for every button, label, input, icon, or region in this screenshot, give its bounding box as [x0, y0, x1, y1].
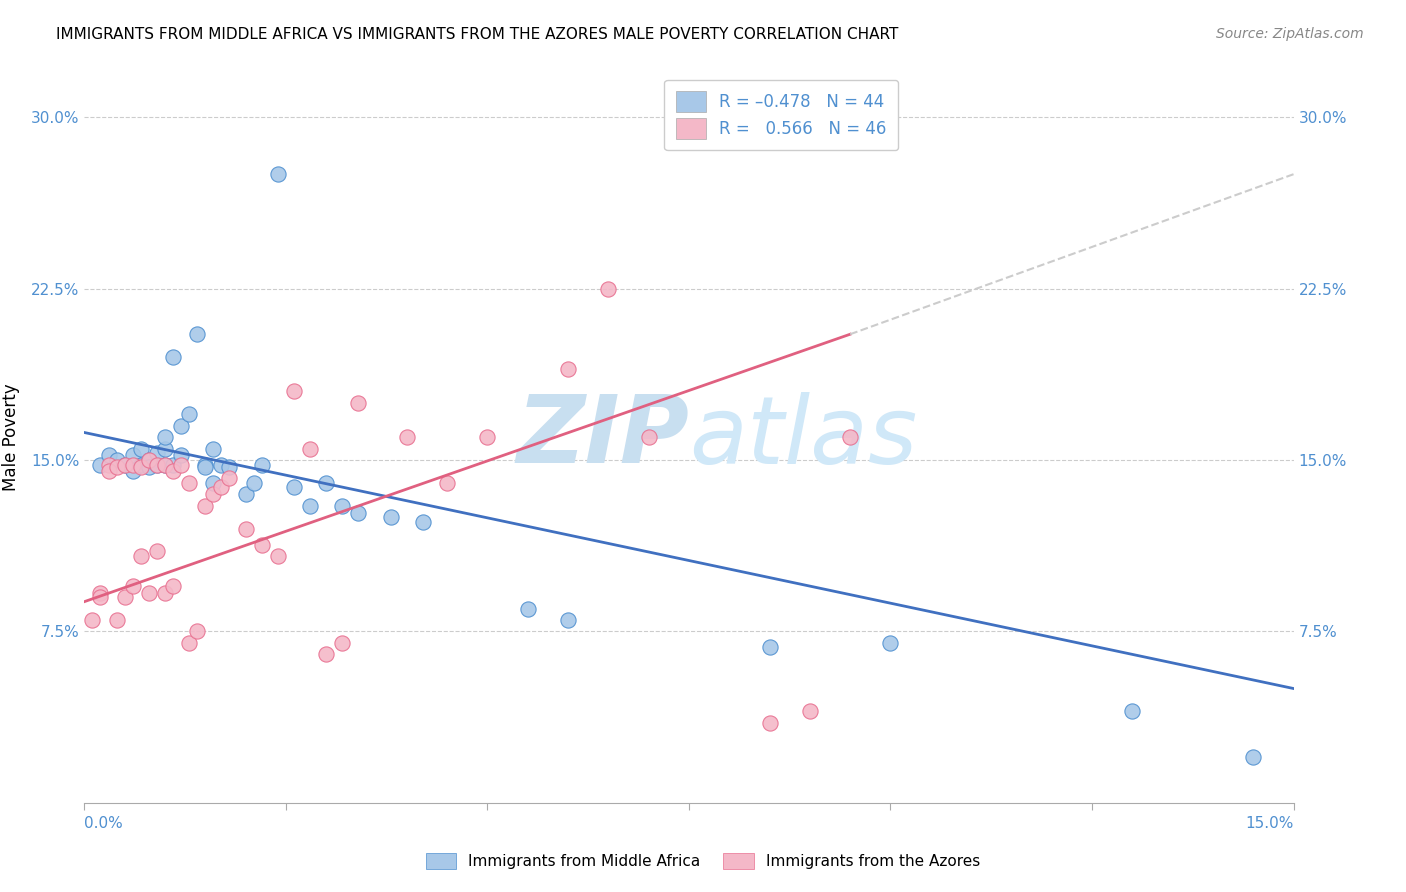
Point — [1241, 750, 1264, 764]
Point — [138, 585, 160, 599]
Point — [194, 459, 217, 474]
Text: Source: ZipAtlas.com: Source: ZipAtlas.com — [1216, 27, 1364, 41]
Point — [267, 167, 290, 181]
Point — [89, 458, 111, 472]
Point — [97, 464, 120, 478]
Text: IMMIGRANTS FROM MIDDLE AFRICA VS IMMIGRANTS FROM THE AZORES MALE POVERTY CORRELA: IMMIGRANTS FROM MIDDLE AFRICA VS IMMIGRA… — [56, 27, 898, 42]
Point — [330, 499, 353, 513]
Point — [129, 459, 152, 474]
Text: 15.0%: 15.0% — [1246, 816, 1294, 831]
Point — [146, 458, 169, 472]
Point — [395, 430, 418, 444]
Point — [121, 458, 143, 472]
Point — [186, 327, 208, 342]
Point — [209, 480, 232, 494]
Point — [162, 579, 184, 593]
Point — [380, 510, 402, 524]
Point — [347, 396, 370, 410]
Point — [202, 487, 225, 501]
Point — [82, 613, 104, 627]
Point — [129, 549, 152, 563]
Point — [315, 475, 337, 490]
Point — [283, 480, 305, 494]
Text: 0.0%: 0.0% — [84, 816, 124, 831]
Point — [129, 458, 152, 472]
Legend: R = –0.478   N = 44, R =   0.566   N = 46: R = –0.478 N = 44, R = 0.566 N = 46 — [664, 79, 898, 151]
Point — [839, 430, 862, 444]
Point — [170, 449, 193, 463]
Point — [267, 549, 290, 563]
Point — [138, 453, 160, 467]
Point — [209, 458, 232, 472]
Point — [557, 613, 579, 627]
Point — [89, 590, 111, 604]
Point — [299, 442, 322, 456]
Point — [153, 458, 176, 472]
Text: atlas: atlas — [689, 392, 917, 483]
Point — [1121, 705, 1143, 719]
Point — [97, 449, 120, 463]
Point — [162, 458, 184, 472]
Point — [436, 475, 458, 490]
Point — [105, 459, 128, 474]
Point — [250, 537, 273, 551]
Point — [114, 458, 136, 472]
Point — [153, 458, 176, 472]
Point — [121, 579, 143, 593]
Point — [250, 458, 273, 472]
Point — [179, 475, 201, 490]
Point — [557, 361, 579, 376]
Point — [114, 590, 136, 604]
Point — [477, 430, 499, 444]
Point — [138, 459, 160, 474]
Point — [218, 459, 240, 474]
Point — [202, 475, 225, 490]
Point — [758, 715, 780, 730]
Point — [186, 624, 208, 639]
Point — [121, 464, 143, 478]
Point — [879, 636, 901, 650]
Point — [347, 506, 370, 520]
Point — [637, 430, 659, 444]
Point — [170, 458, 193, 472]
Point — [412, 515, 434, 529]
Point — [153, 430, 176, 444]
Point — [758, 640, 780, 655]
Point — [330, 636, 353, 650]
Point — [283, 384, 305, 399]
Point — [146, 544, 169, 558]
Point — [194, 499, 217, 513]
Point — [299, 499, 322, 513]
Point — [516, 601, 538, 615]
Point — [162, 350, 184, 364]
Point — [114, 458, 136, 472]
Point — [138, 453, 160, 467]
Legend: Immigrants from Middle Africa, Immigrants from the Azores: Immigrants from Middle Africa, Immigrant… — [419, 847, 987, 875]
Point — [194, 458, 217, 472]
Point — [153, 585, 176, 599]
Point — [146, 458, 169, 472]
Point — [97, 458, 120, 472]
Y-axis label: Male Poverty: Male Poverty — [1, 384, 20, 491]
Point — [202, 442, 225, 456]
Point — [162, 464, 184, 478]
Point — [179, 407, 201, 421]
Point — [235, 521, 257, 535]
Text: ZIP: ZIP — [516, 391, 689, 483]
Point — [146, 446, 169, 460]
Point — [170, 418, 193, 433]
Point — [235, 487, 257, 501]
Point — [121, 449, 143, 463]
Point — [153, 442, 176, 456]
Point — [218, 471, 240, 485]
Point — [129, 442, 152, 456]
Point — [179, 636, 201, 650]
Point — [105, 453, 128, 467]
Point — [315, 647, 337, 661]
Point — [598, 281, 620, 295]
Point — [105, 613, 128, 627]
Point — [242, 475, 264, 490]
Point — [89, 585, 111, 599]
Point — [799, 705, 821, 719]
